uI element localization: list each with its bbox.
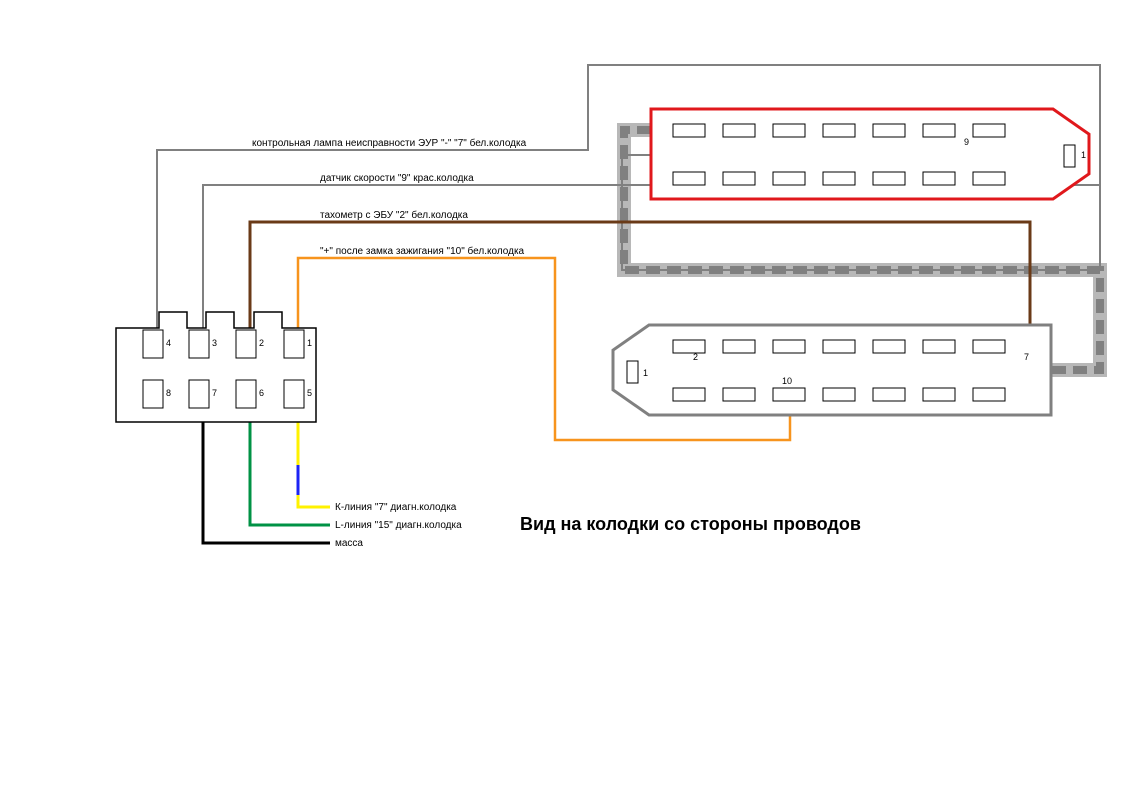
svg-text:2: 2 (259, 338, 264, 348)
svg-text:5: 5 (307, 388, 312, 398)
svg-text:датчик скорости "9" крас.колод: датчик скорости "9" крас.колодка (320, 173, 474, 184)
svg-text:9: 9 (964, 137, 969, 147)
svg-text:1: 1 (643, 368, 648, 378)
left-connector (116, 312, 316, 422)
svg-text:7: 7 (1024, 352, 1029, 362)
svg-text:1: 1 (307, 338, 312, 348)
svg-text:10: 10 (782, 376, 792, 386)
svg-text:6: 6 (259, 388, 264, 398)
svg-text:1: 1 (1081, 150, 1086, 160)
svg-text:контрольная лампа неисправност: контрольная лампа неисправности ЭУР "-" … (252, 137, 527, 149)
svg-text:масса: масса (335, 538, 363, 549)
svg-text:3: 3 (212, 338, 217, 348)
red-connector (651, 109, 1089, 199)
svg-text:тахометр с ЭБУ "2" бел.колодка: тахометр с ЭБУ "2" бел.колодка (320, 209, 468, 221)
svg-text:4: 4 (166, 338, 171, 348)
svg-text:2: 2 (693, 352, 698, 362)
svg-text:8: 8 (166, 388, 171, 398)
svg-text:L-линия "15" диагн.колодка: L-линия "15" диагн.колодка (335, 520, 462, 531)
svg-text:"+" после замка зажигания "10": "+" после замка зажигания "10" бел.колод… (320, 245, 525, 257)
gray-connector (613, 325, 1051, 415)
svg-text:7: 7 (212, 388, 217, 398)
svg-text:Вид на колодки со стороны пров: Вид на колодки со стороны проводов (520, 514, 861, 534)
svg-text:К-линия "7" диагн.колодка: К-линия "7" диагн.колодка (335, 502, 457, 513)
